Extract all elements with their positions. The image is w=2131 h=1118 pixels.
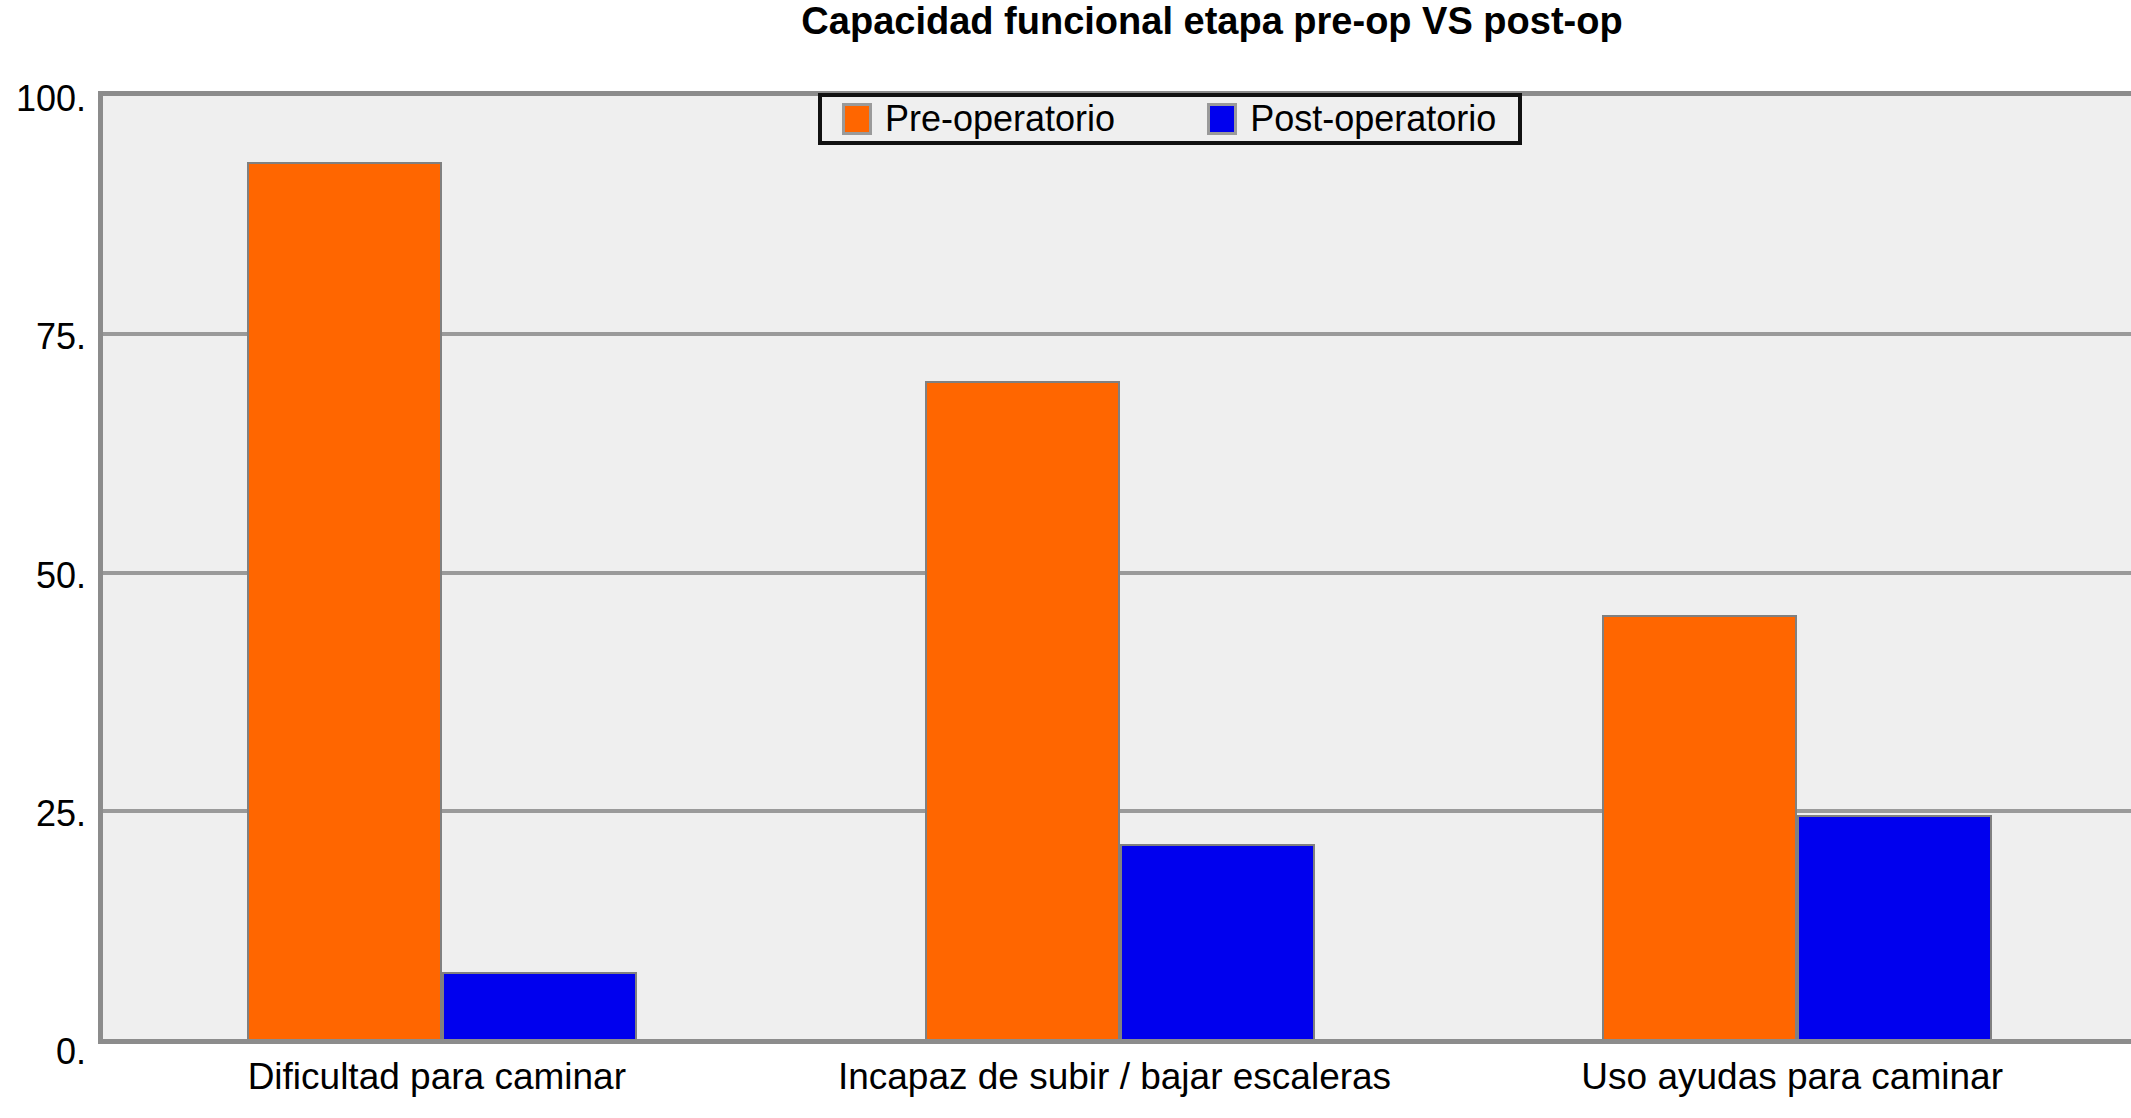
y-axis-tick-label-25: 25. bbox=[0, 793, 86, 835]
bar-pre-operatorio-2 bbox=[1602, 615, 1797, 1039]
bar-post-operatorio-0 bbox=[442, 972, 637, 1039]
legend-item-post-operatorio: Post-operatorio bbox=[1207, 98, 1496, 140]
bar-post-operatorio-1 bbox=[1120, 844, 1315, 1039]
x-axis-category-label-2: Uso ayudas para caminar bbox=[1581, 1056, 2003, 1098]
legend-label-post-operatorio: Post-operatorio bbox=[1250, 98, 1496, 140]
post-operatorio-swatch-icon bbox=[1207, 103, 1237, 135]
x-axis-category-label-0: Dificultad para caminar bbox=[248, 1056, 626, 1098]
bar-post-operatorio-2 bbox=[1797, 815, 1992, 1039]
y-axis-tick-label-75: 75. bbox=[0, 316, 86, 358]
plot-area bbox=[98, 91, 2131, 1044]
bar-pre-operatorio-1 bbox=[925, 381, 1120, 1039]
legend: Pre-operatorio Post-operatorio bbox=[818, 93, 1522, 145]
x-axis-category-label-1: Incapaz de subir / bajar escaleras bbox=[838, 1056, 1391, 1098]
chart-canvas: Capacidad funcional etapa pre-op VS post… bbox=[0, 0, 2131, 1118]
bar-pre-operatorio-0 bbox=[247, 162, 442, 1039]
legend-item-pre-operatorio: Pre-operatorio bbox=[842, 98, 1115, 140]
legend-label-pre-operatorio: Pre-operatorio bbox=[885, 98, 1115, 140]
y-axis-tick-label-0: 0. bbox=[0, 1031, 86, 1073]
chart-title: Capacidad funcional etapa pre-op VS post… bbox=[801, 0, 1622, 43]
y-axis-tick-label-50: 50. bbox=[0, 555, 86, 597]
pre-operatorio-swatch-icon bbox=[842, 103, 872, 135]
y-axis-tick-label-100: 100. bbox=[0, 78, 86, 120]
